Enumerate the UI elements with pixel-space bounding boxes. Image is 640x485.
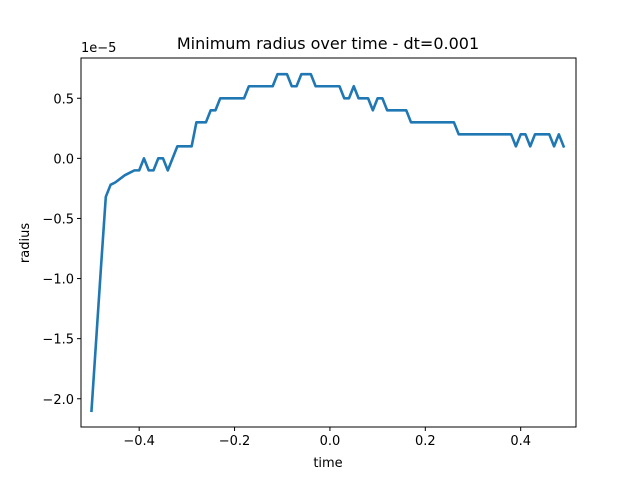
y-offset-text: 1e−5 bbox=[81, 41, 116, 56]
x-tick-label: −0.4 bbox=[123, 434, 155, 449]
y-tick-label: −1.5 bbox=[42, 333, 74, 348]
y-tick-label: −0.5 bbox=[42, 212, 74, 227]
y-tick-label: −1.0 bbox=[42, 273, 74, 288]
y-tick-label: −2.0 bbox=[42, 393, 74, 408]
y-axis-label: radius bbox=[18, 223, 33, 263]
x-tick-label: 0.2 bbox=[415, 434, 436, 449]
y-tick-label: 0.0 bbox=[53, 152, 74, 167]
y-tick-label: 0.5 bbox=[53, 92, 74, 107]
x-tick-label: 0.0 bbox=[320, 434, 341, 449]
x-tick-label: 0.4 bbox=[510, 434, 531, 449]
plot-area: −0.4 −0.2 0.0 0.2 0.4 −2.0 −1.5 −1.0 −0.5 0.0 0.5 bbox=[42, 57, 577, 449]
x-axis-label: time bbox=[313, 456, 342, 471]
axes-frame bbox=[80, 57, 577, 428]
chart-title: Minimum radius over time - dt=0.001 bbox=[177, 34, 479, 53]
x-tick-label: −0.2 bbox=[219, 434, 251, 449]
series-line bbox=[90, 72, 566, 413]
